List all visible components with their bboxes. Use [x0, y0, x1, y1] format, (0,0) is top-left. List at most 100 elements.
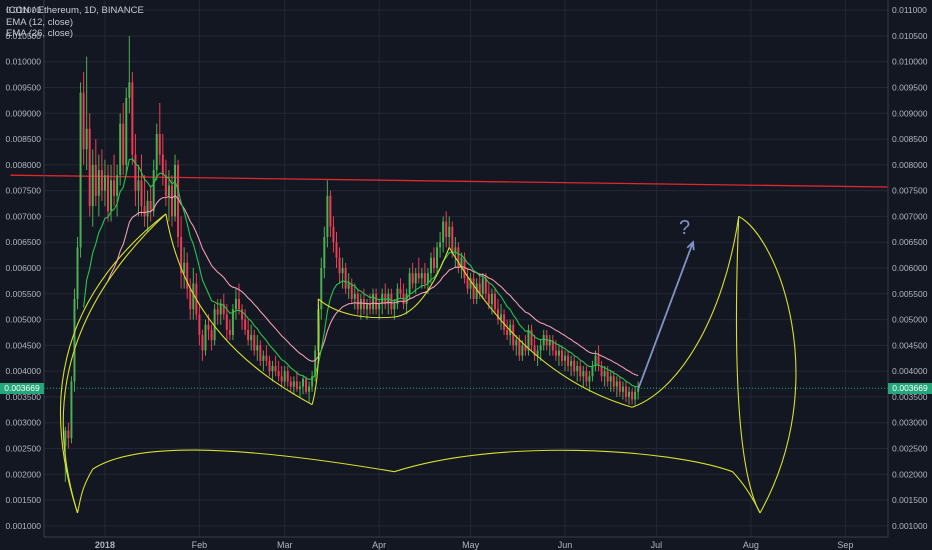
ema12-line: [83, 158, 639, 388]
candle-body: [134, 154, 137, 191]
candle-body: [466, 278, 469, 289]
candle-body: [137, 180, 140, 191]
y-tick-label-left: 0.005500: [6, 289, 42, 299]
x-tick-label: Jun: [558, 540, 573, 550]
candle-body: [76, 247, 79, 299]
candle-body: [618, 381, 621, 392]
candle-body: [515, 340, 518, 346]
candle-body: [530, 329, 533, 346]
candle-body: [164, 175, 167, 196]
y-tick-label-left: 0.006500: [6, 237, 42, 247]
y-tick-label-left: 0.002000: [6, 469, 42, 479]
candle-body: [384, 293, 387, 305]
y-tick-label-right: 0.009000: [892, 108, 928, 118]
candle-body: [82, 92, 85, 150]
candle-body: [88, 128, 91, 207]
candle-body: [73, 298, 76, 382]
candle-body: [344, 268, 347, 289]
y-tick-label-left: 0.003500: [6, 392, 42, 402]
y-tick-label-right: 0.010500: [892, 31, 928, 41]
candle-body: [106, 175, 109, 212]
last-price-tag-left: 0.003669: [0, 382, 44, 394]
candle-body: [518, 340, 521, 356]
candle-body: [222, 304, 225, 315]
y-tick-label-right: 0.010000: [892, 57, 928, 67]
y-tick-label-right: 0.007000: [892, 211, 928, 221]
y-tick-label-right: 0.004500: [892, 340, 928, 350]
candle-body: [451, 226, 454, 253]
candle-body: [100, 170, 103, 191]
candle-body: [631, 391, 634, 400]
candle-body: [186, 262, 189, 289]
candle-body: [612, 376, 615, 387]
candle-body: [128, 82, 131, 98]
pattern-lower-arc-right: [394, 449, 733, 473]
candle-body: [634, 391, 637, 400]
candle-body: [177, 164, 180, 238]
y-tick-label-right: 0.002500: [892, 443, 928, 453]
candle-body: [234, 298, 237, 310]
pattern-lower-left-hook: [76, 468, 94, 514]
candle-body: [414, 273, 417, 284]
candle-body: [110, 180, 113, 212]
candle-body: [320, 268, 323, 310]
candle-body: [396, 288, 399, 305]
candle-body: [551, 340, 554, 351]
candle-body: [497, 309, 499, 320]
candle-body: [448, 226, 451, 238]
y-tick-label-left: 0.010000: [6, 57, 42, 67]
candle-body: [628, 391, 631, 397]
x-tick-label: May: [462, 540, 480, 550]
candle-body: [554, 350, 557, 356]
y-tick-label-right: 0.004000: [892, 366, 928, 376]
candle-body: [198, 314, 201, 336]
candle-body: [356, 293, 359, 310]
candle-body: [292, 381, 295, 387]
y-tick-label-left: 0.009500: [6, 83, 42, 93]
pattern-left-outer-curve: [59, 213, 167, 514]
pattern-lower-right-hook: [732, 471, 761, 514]
candle-body: [70, 381, 73, 439]
candle-body: [280, 376, 283, 382]
candle-body: [484, 278, 487, 294]
candle-body: [335, 242, 338, 258]
x-tick-label: Sep: [837, 540, 853, 550]
y-tick-label-right: 0.001500: [892, 495, 928, 505]
candles: [64, 35, 640, 483]
candle-body: [469, 278, 472, 289]
candle-body: [155, 133, 158, 171]
candle-body: [122, 123, 125, 165]
candle-body: [256, 345, 259, 351]
pattern-lower-arc-left: [92, 449, 395, 473]
candle-body: [201, 335, 204, 351]
ema-lines: [83, 158, 639, 388]
x-tick-label: Apr: [372, 540, 386, 550]
candle-body: [183, 262, 186, 274]
axes: 0.011000 0.011000 0.010500 0.010500 0.010000…: [6, 0, 928, 550]
candle-body: [433, 257, 435, 268]
y-tick-label-right: 0.005000: [892, 315, 928, 325]
y-tick-label-left: 0.008000: [6, 160, 42, 170]
candle-body: [308, 386, 311, 392]
candle-body: [429, 257, 432, 274]
candle-body: [253, 335, 256, 351]
candle-body: [152, 170, 155, 212]
candle-body: [585, 371, 588, 382]
candle-body: [311, 376, 314, 387]
y-tick-label-left: 0.007500: [6, 186, 42, 196]
candle-body: [393, 304, 396, 310]
candle-body: [210, 329, 213, 341]
candle-body: [326, 195, 329, 238]
candle-body: [493, 293, 496, 310]
candle-body: [426, 273, 429, 284]
candle-body: [143, 206, 146, 217]
y-tick-label-right: 0.008000: [892, 160, 928, 170]
pattern-right-wing-curve: [448, 247, 633, 408]
candle-body: [411, 273, 414, 284]
y-tick-label-left: 0.007000: [6, 211, 42, 221]
candle-body: [524, 345, 527, 351]
y-tick-label-left: 0.009000: [6, 108, 42, 118]
candle-body: [579, 365, 582, 377]
y-tick-label-right: 0.008500: [892, 134, 928, 144]
